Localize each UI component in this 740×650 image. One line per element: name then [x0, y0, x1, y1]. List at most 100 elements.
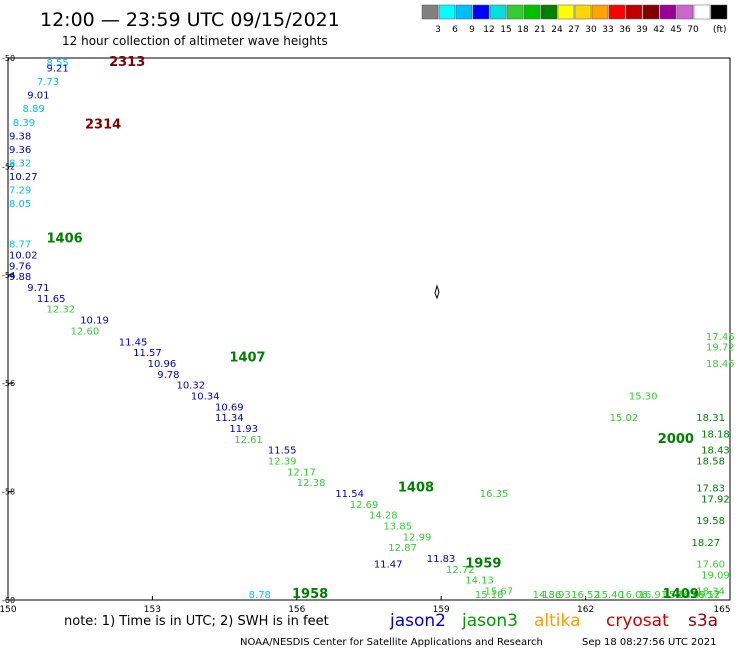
legend-swatch [574, 4, 592, 20]
track-time-labels: 2313 2314 1406 1407 1408 1409 1958 1959 2000 [47, 55, 699, 602]
track-time-label: 1408 [398, 481, 434, 496]
wave-height-reading: 19.72 [706, 343, 735, 354]
wave-height-reading: 11.57 [133, 348, 162, 359]
wave-height-reading: 9.88 [9, 272, 31, 283]
legend-label: 39 [636, 25, 648, 35]
legend-swatch [693, 4, 711, 20]
wave-height-reading: 9.76 [9, 261, 31, 272]
track-time-label: 1406 [47, 231, 83, 246]
legend-swatch [676, 4, 694, 20]
wave-height-reading: 10.02 [9, 251, 38, 262]
wave-height-reading: 19.58 [696, 516, 725, 527]
wave-height-reading: 12.60 [71, 326, 100, 337]
wave-height-reading: 16.35 [480, 489, 509, 500]
wave-height-reading: 11.54 [335, 489, 364, 500]
wave-height-reading: 16.52 [691, 590, 720, 601]
wave-height-reading: 15.03 [663, 590, 692, 601]
wave-height-reading: 7.29 [9, 186, 31, 197]
track-time-label: 2313 [109, 55, 145, 70]
wave-height-reading: 7.73 [37, 77, 59, 88]
wave-height-reading: 11.34 [215, 413, 244, 424]
wave-height-reading: 8.78 [249, 590, 271, 601]
wave-height-reading: 9.78 [157, 370, 179, 381]
satellite-name: altika [534, 611, 581, 631]
wave-height-reading: 12.32 [47, 305, 76, 316]
footer-credit: NOAA/NESDIS Center for Satellite Applica… [240, 637, 543, 648]
wave-height-reading: 11.47 [374, 559, 403, 570]
wave-height-reading: 18.31 [696, 413, 725, 424]
wave-height-reading: 17.92 [701, 494, 730, 505]
color-legend: 3 6 9 12 15 18 21 24 27 30 33 36 39 42 45 70 [421, 4, 728, 35]
legend-swatch [523, 4, 541, 20]
plot-frame [7, 57, 731, 601]
track-time-label: 2314 [85, 117, 121, 132]
wave-height-reading: 10.34 [191, 391, 220, 402]
wave-height-reading: 10.27 [9, 172, 38, 183]
wave-height-reading: 12.99 [403, 532, 432, 543]
wave-height-reading: 18.43 [701, 446, 730, 457]
satellite-name: s3a [688, 611, 718, 631]
wave-height-reading: 8.55 [47, 58, 69, 69]
wave-height-reading: 16.09 [677, 590, 706, 601]
land-outline [434, 284, 440, 300]
legend-label: 21 [534, 25, 545, 35]
lat-tick-label: -60 [2, 596, 15, 605]
track-time-label: 1407 [229, 351, 265, 366]
wave-height-reading: 10.96 [148, 359, 177, 370]
lat-tick-label: -50 [2, 54, 15, 63]
wave-height-reading: 10.69 [215, 402, 244, 413]
legend-swatch [438, 4, 456, 20]
wave-height-reading: 12.39 [268, 457, 297, 468]
wave-height-reading: 18.34 [696, 587, 725, 598]
wave-height-reading: 12.17 [287, 467, 316, 478]
wave-height-reading: 14.13 [465, 576, 494, 587]
wave-height-reading: 8.32 [9, 158, 31, 169]
legend-unit: (ft) [713, 25, 727, 35]
satellite-name: cryosat [606, 611, 669, 631]
lon-tick-label: 165 [713, 605, 730, 615]
legend-swatch [642, 4, 660, 20]
wave-height-reading: 17.60 [696, 559, 725, 570]
wave-height-reading: 15.30 [629, 391, 658, 402]
wave-height-reading: 11.65 [37, 294, 66, 305]
wave-height-reading: 18.18 [701, 429, 730, 440]
wave-height-reading: 8.05 [9, 199, 31, 210]
map-subtitle: 12 hour collection of altimeter wave hei… [62, 34, 328, 48]
legend-label: 15 [500, 25, 511, 35]
lat-tick-label: -52 [2, 162, 15, 171]
wave-height-readings: 8.559.21 7.73 9.01 8.89 8.39 9.38 9.36 8.32 10.2… [9, 58, 735, 601]
wave-height-reading: 8.89 [22, 104, 44, 115]
wave-height-reading: 9.01 [27, 91, 49, 102]
wave-height-reading: 16.17 [691, 590, 720, 601]
wave-height-reading: 12.38 [297, 478, 326, 489]
legend-swatch [608, 4, 626, 20]
legend-label: 33 [602, 25, 613, 35]
legend-label: 70 [687, 25, 699, 35]
legend-swatch [455, 4, 473, 20]
lon-tick-label: 162 [577, 605, 594, 615]
legend-swatch [489, 4, 507, 20]
lat-tick-label: -56 [2, 379, 15, 388]
wave-height-reading: 10.32 [176, 381, 205, 392]
legend-label: 30 [585, 25, 597, 35]
lat-tick-label: -58 [2, 488, 15, 497]
legend-swatch [540, 4, 558, 20]
track-time-label: 1409 [663, 587, 699, 602]
wave-height-reading: 18.27 [691, 538, 720, 549]
wave-height-reading: 8.77 [9, 240, 31, 251]
wave-height-reading: 16.91 [639, 590, 668, 601]
legend-swatch [506, 4, 524, 20]
wave-height-reading: 11.83 [427, 554, 456, 565]
legend-swatch [710, 4, 728, 20]
legend-label: 12 [483, 25, 494, 35]
wave-height-reading: 10.19 [80, 316, 109, 327]
legend-swatch [591, 4, 609, 20]
wave-height-reading: 15.67 [485, 587, 514, 598]
legend-label: 42 [653, 25, 664, 35]
legend-label: 45 [670, 25, 681, 35]
wave-height-reading: 17.83 [696, 484, 725, 495]
footer-note: note: 1) Time is in UTC; 2) SWH is in fe… [64, 614, 329, 629]
footer-timestamp: Sep 18 08:27:56 UTC 2021 [582, 637, 716, 648]
legend-label: 3 [435, 25, 441, 35]
